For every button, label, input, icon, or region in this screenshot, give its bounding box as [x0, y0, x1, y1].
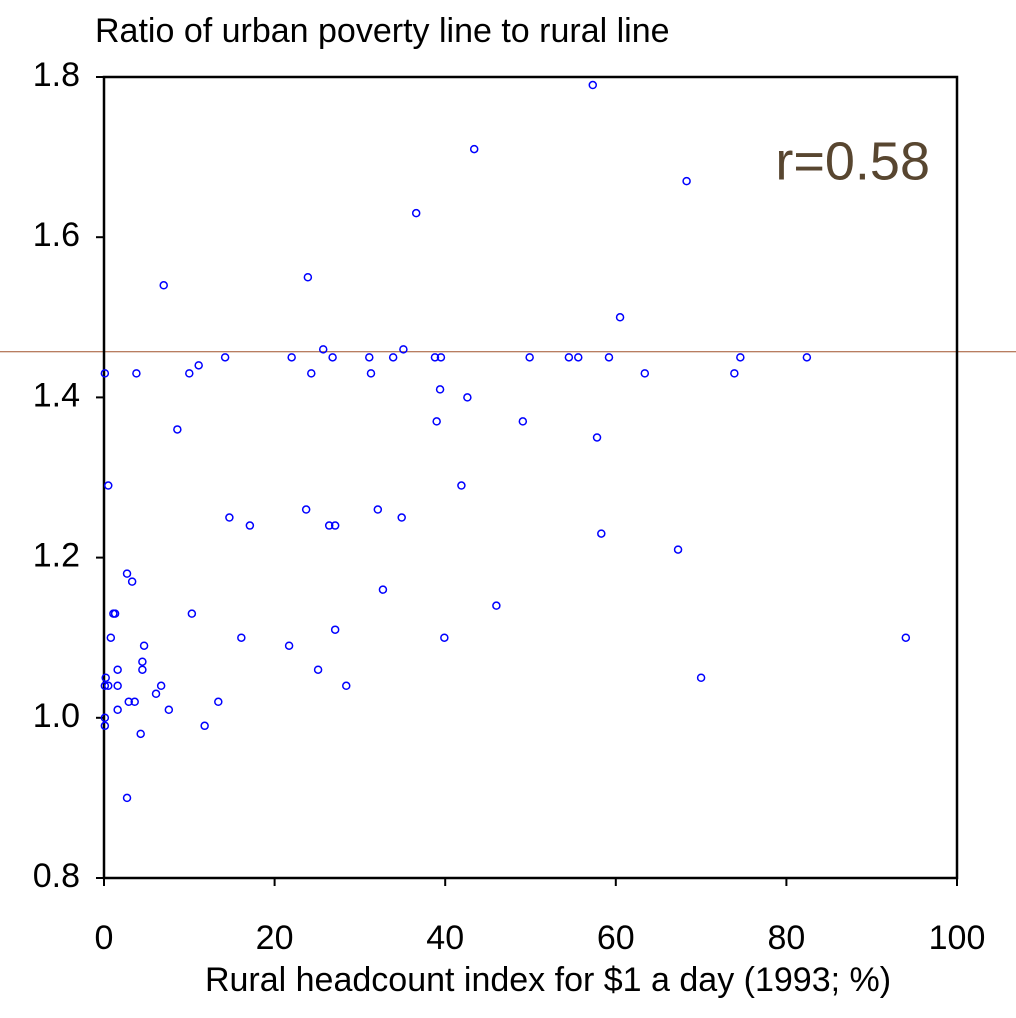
x-tick-label: 80	[767, 919, 805, 957]
point	[342, 681, 351, 691]
point	[159, 281, 168, 290]
point	[187, 609, 197, 618]
point	[365, 353, 374, 362]
point	[104, 481, 113, 490]
point	[164, 705, 174, 715]
point	[330, 521, 340, 530]
point	[463, 393, 472, 402]
point	[696, 673, 706, 682]
point	[430, 353, 440, 362]
point	[525, 353, 534, 362]
point	[436, 353, 446, 362]
point	[113, 705, 122, 715]
point	[156, 681, 166, 691]
point	[597, 529, 606, 538]
point	[432, 417, 441, 426]
point	[440, 633, 449, 642]
point	[245, 521, 255, 530]
point	[100, 713, 110, 723]
point	[457, 481, 466, 490]
y-tick-label: 1.0	[33, 697, 80, 735]
point	[615, 313, 625, 322]
point	[151, 689, 161, 699]
point	[901, 633, 911, 642]
point	[225, 513, 234, 522]
point	[284, 641, 294, 650]
point	[104, 681, 113, 691]
point	[313, 665, 323, 674]
point	[113, 681, 122, 691]
point	[640, 369, 650, 378]
point	[122, 793, 132, 803]
point	[411, 208, 421, 218]
point	[399, 345, 408, 354]
point	[132, 369, 141, 378]
chart-title: Ratio of urban poverty line to rural lin…	[95, 12, 670, 50]
point	[328, 353, 337, 362]
point	[802, 353, 812, 362]
point	[136, 729, 145, 739]
point	[106, 633, 116, 642]
point	[185, 369, 194, 378]
point	[200, 721, 209, 731]
point	[173, 425, 182, 434]
point	[301, 505, 311, 514]
x-tick-label: 100	[929, 919, 986, 957]
point	[324, 521, 334, 530]
x-tick-label: 0	[95, 919, 114, 957]
point	[138, 665, 147, 674]
y-tick-label: 0.8	[33, 857, 80, 895]
point	[435, 385, 445, 394]
point	[592, 433, 602, 442]
point	[127, 577, 137, 586]
annotation: r=0.58	[775, 131, 930, 191]
point	[518, 417, 528, 426]
point	[138, 657, 147, 666]
point	[100, 369, 110, 378]
point	[100, 681, 110, 691]
point	[682, 176, 691, 186]
point	[237, 633, 246, 642]
point	[124, 697, 133, 707]
point	[287, 353, 296, 362]
point	[139, 641, 149, 650]
point	[303, 273, 313, 282]
x-axis-title: Rural headcount index for $1 a day (1993…	[205, 961, 891, 999]
point	[130, 697, 139, 707]
x-tick-label: 20	[256, 919, 294, 957]
point	[220, 353, 230, 362]
point	[113, 665, 122, 674]
y-tick-label: 1.2	[33, 537, 80, 575]
point	[564, 353, 574, 362]
point	[378, 585, 388, 594]
point	[318, 345, 328, 354]
point	[588, 80, 598, 90]
y-tick-label: 1.6	[33, 216, 80, 254]
point	[109, 609, 118, 618]
y-tick-label: 1.4	[33, 376, 80, 414]
y-tick-label: 1.8	[33, 56, 80, 94]
point	[101, 673, 110, 682]
point	[673, 545, 683, 554]
point	[100, 721, 110, 731]
point	[194, 361, 203, 370]
point	[388, 353, 398, 362]
point	[492, 601, 501, 610]
point	[122, 569, 132, 578]
point	[397, 513, 406, 522]
point	[307, 369, 316, 378]
point	[730, 369, 739, 378]
point	[574, 353, 583, 362]
point	[736, 353, 745, 362]
x-tick-label: 40	[426, 919, 464, 957]
plot-frame	[102, 75, 959, 880]
point	[469, 144, 479, 154]
point	[366, 369, 376, 378]
point	[604, 353, 614, 362]
point	[330, 625, 340, 634]
x-tick-label: 60	[597, 919, 635, 957]
point	[373, 505, 383, 514]
point	[214, 697, 223, 707]
